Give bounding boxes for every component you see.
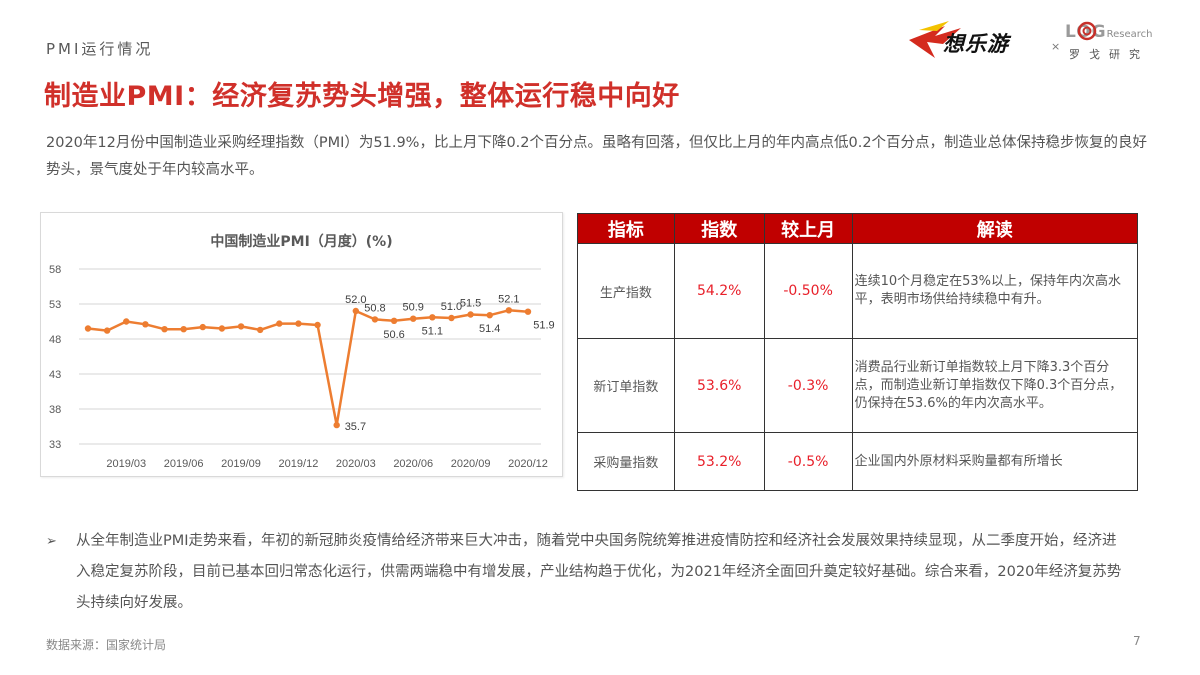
data-point: [467, 311, 474, 318]
data-point: [180, 326, 187, 333]
x-tick-label: 2020/03: [336, 458, 376, 470]
leyou-logo: 想乐游: [905, 18, 1045, 66]
data-point: [123, 318, 130, 325]
table-row: 新订单指数 53.6% -0.3% 消费品行业新订单指数较上月下降3.3个百分点…: [577, 338, 1139, 433]
indicator-change: -0.5%: [763, 432, 853, 491]
table-row: 生产指数 54.2% -0.50% 连续10个月稳定在53%以上，保持年内次高水…: [577, 243, 1139, 339]
column-header-interpretation: 解读: [851, 213, 1139, 244]
chart-title: 中国制造业PMI（月度）(%): [210, 234, 393, 250]
indicator-name: 新订单指数: [577, 338, 675, 433]
data-point: [218, 325, 226, 332]
indicator-interpretation: 企业国内外原材料采购量都有所增长: [851, 432, 1139, 491]
data-point: [295, 320, 302, 327]
indicator-interpretation: 连续10个月稳定在53%以上，保持年内次高水平，表明市场供给持续稳中有升。: [851, 243, 1139, 339]
x-tick-label: 2020/09: [451, 458, 491, 470]
data-point: [314, 321, 321, 329]
data-point: [352, 307, 360, 315]
x-tick-label: 2020/06: [393, 458, 433, 470]
data-label: 51.1: [422, 325, 443, 337]
indicator-name: 生产指数: [577, 243, 675, 339]
data-label: 50.6: [383, 329, 404, 341]
data-point: [161, 326, 168, 333]
data-label: 50.9: [402, 302, 423, 314]
data-point: [333, 421, 340, 429]
data-label: 50.8: [364, 302, 385, 314]
y-tick-label: 58: [49, 264, 61, 276]
data-label: 52.1: [498, 293, 519, 305]
logr-logo-word: LOGResearch: [1065, 22, 1153, 42]
x-tick-label: 2020/12: [508, 458, 548, 470]
data-label: 51.9: [533, 320, 554, 332]
data-point: [486, 312, 493, 319]
column-header-indicator: 指标: [577, 213, 675, 244]
page-number: 7: [1133, 634, 1141, 648]
pmi-line-chart: 中国制造业PMI（月度）(%) 58 53 48 43 38 33 2019/03 2019/…: [40, 212, 563, 477]
y-tick-label: 48: [49, 334, 61, 346]
y-tick-label: 43: [49, 369, 61, 381]
data-label: 35.7: [345, 421, 366, 433]
indicator-interpretation: 消费品行业新订单指数较上月下降3.3个百分点，而制造业新订单指数仅下降0.3个百…: [851, 338, 1139, 433]
data-source-note: 数据来源：国家统计局: [46, 638, 167, 652]
pmi-sub-index-table: 指标 指数 较上月 解读 生产指数 54.2% -0.50% 连续10个月稳定在…: [577, 213, 1139, 491]
data-point: [256, 326, 264, 334]
data-label: 51.0: [441, 301, 462, 313]
intro-paragraph: 2020年12月份中国制造业采购经理指数（PMI）为51.9%，比上月下降0.2…: [46, 135, 1148, 178]
data-point: [84, 325, 92, 332]
logr-logo-subtitle: 罗戈研究: [1069, 48, 1149, 61]
pmi-series-line: [87, 309, 529, 427]
chart-plot-area: 58 53 48 43 38 33 2019/03 2019/06 2019/09 2019/12…: [49, 264, 555, 470]
x-tick-label: 2019/12: [279, 458, 319, 470]
page-title: 制造业PMI：经济复苏势头增强，整体运行稳中向好: [44, 81, 680, 112]
summary-text: 从全年制造业PMI走势来看，年初的新冠肺炎疫情给经济带来巨大冲击，随着党中央国务…: [76, 533, 1122, 611]
leyou-wing-icon: [909, 21, 961, 58]
data-point: [103, 327, 111, 334]
table-row: 采购量指数 53.2% -0.5% 企业国内外原材料采购量都有所增长: [577, 432, 1139, 491]
indicator-value: 53.2%: [673, 432, 765, 491]
data-point: [276, 320, 283, 327]
logr-logo: LOGResearch 罗戈研究: [1065, 21, 1175, 66]
y-tick-label: 38: [49, 404, 61, 416]
y-tick-label: 33: [49, 439, 61, 451]
data-point: [410, 315, 417, 322]
indicator-value: 53.6%: [673, 338, 765, 433]
x-tick-label: 2019/06: [164, 458, 204, 470]
data-point: [237, 323, 245, 330]
target-icon: [1077, 21, 1097, 41]
data-point: [505, 307, 513, 314]
x-tick-label: 2019/09: [221, 458, 261, 470]
bullet-arrow-icon: ➢: [46, 534, 57, 549]
logo-separator: ×: [1051, 40, 1061, 53]
summary-bullet: ➢ 从全年制造业PMI走势来看，年初的新冠肺炎疫情给经济带来巨大冲击，随着党中央…: [46, 526, 1126, 619]
column-header-index: 指数: [673, 213, 765, 244]
data-point: [371, 316, 379, 323]
indicator-change: -0.50%: [763, 243, 853, 339]
data-label: 52.0: [345, 294, 366, 306]
data-label: 51.5: [460, 298, 481, 310]
data-point: [199, 323, 206, 331]
x-tick-label: 2019/03: [106, 458, 146, 470]
table-header-row: 指标 指数 较上月 解读: [577, 213, 1139, 244]
column-header-mom-change: 较上月: [763, 213, 853, 244]
logo-group: 想乐游 × LOGResearch 罗戈研究: [905, 18, 1175, 68]
data-point: [142, 321, 149, 328]
indicator-value: 54.2%: [673, 243, 765, 339]
indicator-change: -0.3%: [763, 338, 853, 433]
data-point: [390, 317, 398, 324]
data-point: [429, 314, 436, 321]
indicator-name: 采购量指数: [577, 432, 675, 491]
data-point: [448, 314, 455, 322]
leyou-logo-text: 想乐游: [943, 32, 1009, 56]
y-tick-label: 53: [49, 299, 61, 311]
data-point: [524, 308, 532, 315]
data-label: 51.4: [479, 323, 500, 335]
section-label: PMI运行情况: [46, 40, 154, 58]
